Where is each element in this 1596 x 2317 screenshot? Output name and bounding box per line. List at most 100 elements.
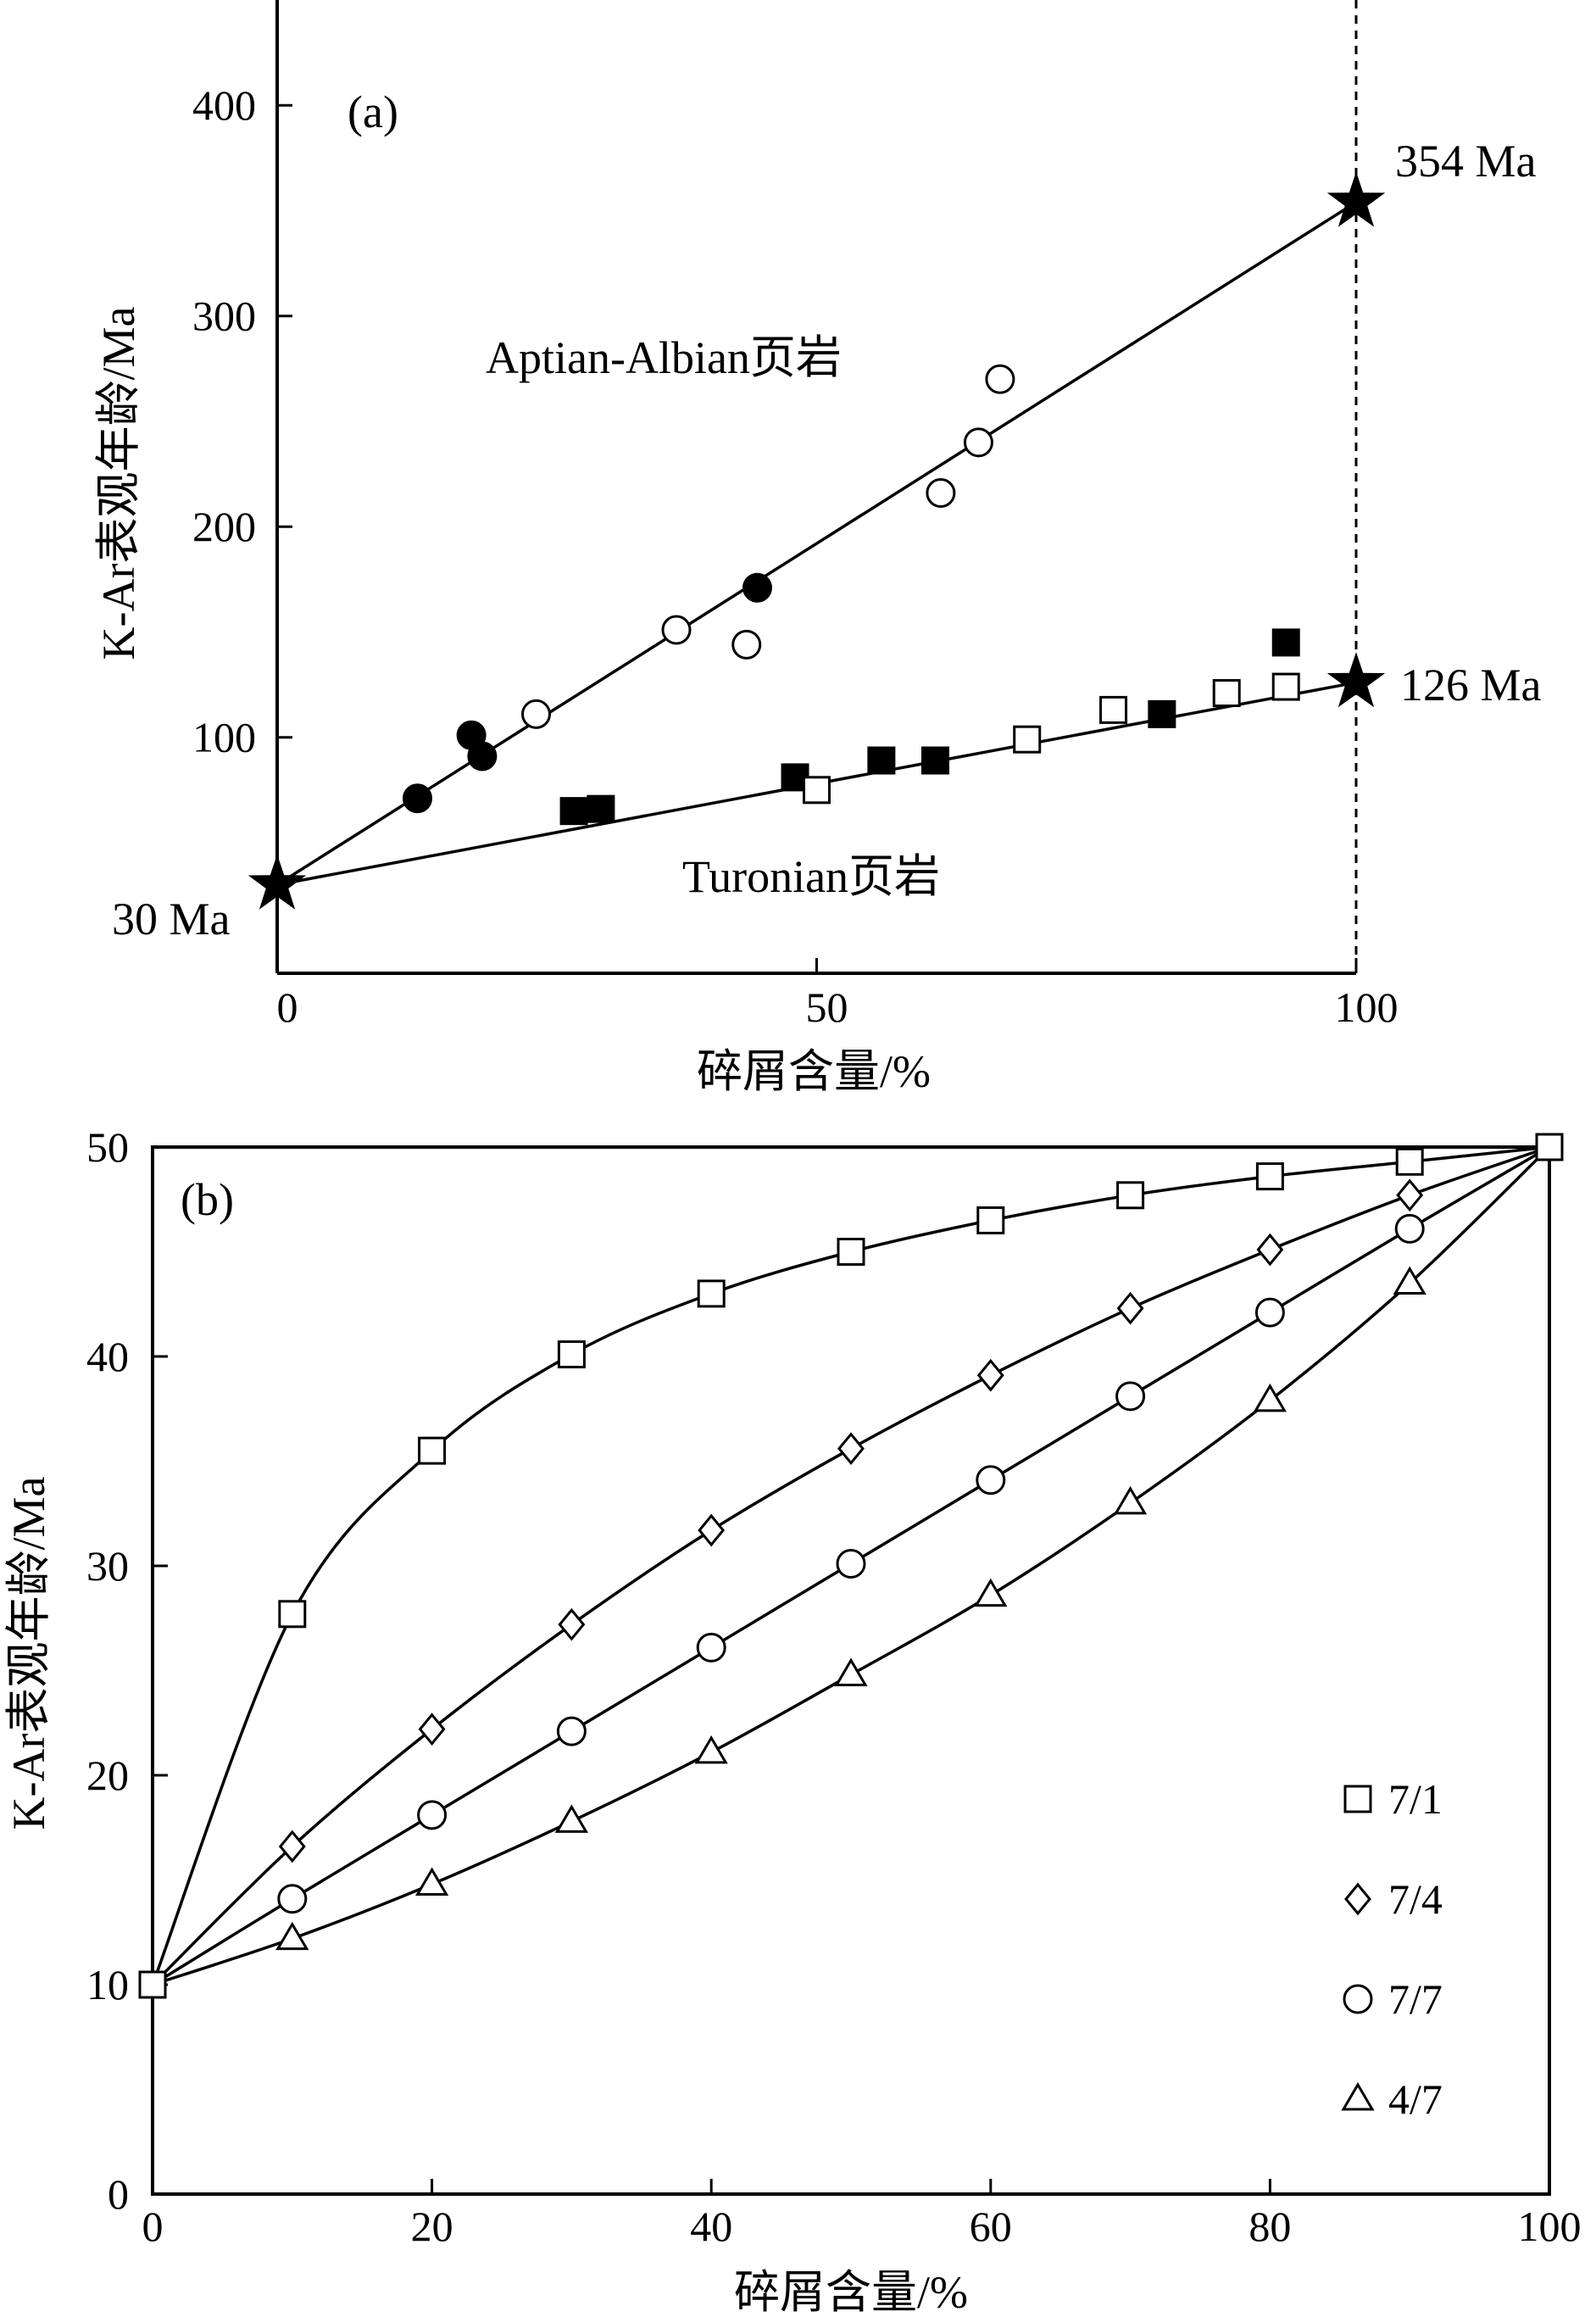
panel-a-x-ticks: 0 50 100: [275, 958, 1399, 1031]
panel-a-point: [985, 364, 1015, 394]
panel-a-point: [742, 572, 772, 603]
panel-b-point-7-4: [1396, 1178, 1424, 1212]
panel-b-point-7-7: [1394, 1213, 1425, 1244]
panel-b-point-4-7: [275, 1921, 309, 1951]
panel-b-y-tick-label: 20: [86, 1752, 129, 1799]
panel-b-x-tick-label: 40: [690, 2203, 732, 2250]
panel-b-legend-label-4-7: 4/7: [1388, 2075, 1443, 2123]
panel-a-aptian-label: Aptian-Albian页岩: [486, 332, 842, 383]
panel-b-legend-label-7-1: 7/1: [1388, 1775, 1443, 1823]
panel-b-point-7-4: [558, 1607, 586, 1641]
panel-b-point-7-7: [976, 1465, 1006, 1495]
panel-a-point: [1271, 628, 1300, 657]
panel-b-end-point: [1535, 1133, 1564, 1161]
panel-a-point: [963, 427, 993, 458]
panel-a-point: [867, 746, 896, 775]
panel-b-point-4-7: [1253, 1383, 1287, 1412]
panel-b-start-point: [138, 1970, 167, 1999]
panel-a-trend-line: [276, 201, 1357, 887]
panel-a-y-tick-label: 400: [192, 81, 256, 129]
panel-b-y-ticks: 0 10 20 30 40 50: [86, 1123, 168, 2218]
panel-b-x-tick-label: 20: [411, 2203, 453, 2250]
panel-b-y-tick-label: 0: [108, 2170, 129, 2218]
panel-a-label: (a): [348, 86, 398, 137]
panel-a-point: [587, 794, 615, 823]
panel-b-y-axis-title: K-Ar表观年龄/Ma: [3, 1477, 54, 1830]
panel-a-point: [926, 477, 956, 508]
panel-a-point: [661, 615, 692, 645]
panel-a-point: [803, 776, 831, 805]
panel-b: 0 10 20 30 40 50 0 20 40 60 80 100 7/1 7/4 7/7 4/7 (b…: [3, 1123, 1582, 2317]
panel-a-point: [1148, 699, 1176, 728]
panel-b-point-7-1: [697, 1279, 726, 1308]
panel-a-point: [467, 741, 498, 771]
panel-b-x-tick-label: 100: [1518, 2203, 1582, 2250]
panel-b-point-7-1: [278, 1600, 307, 1629]
panel-a-x-tick-label: 100: [1335, 983, 1399, 1031]
panel-b-point-7-4: [418, 1713, 446, 1746]
panel-b-point-7-7: [277, 1884, 308, 1914]
panel-a-point: [731, 629, 762, 660]
panel-b-point-7-1: [557, 1340, 586, 1369]
panel-a-y-tick-label: 100: [192, 714, 256, 761]
panel-b-point-7-1: [976, 1206, 1005, 1234]
panel-a-x-tick-label: 0: [277, 983, 298, 1031]
panel-b-legend-marker-7-7: [1343, 1984, 1373, 2014]
panel-b-point-7-7: [1115, 1381, 1146, 1412]
panel-b-x-ticks: 0 20 40 60 80 100: [142, 2179, 1582, 2250]
panel-b-label: (b): [181, 1174, 234, 1225]
panel-b-point-7-7: [696, 1632, 726, 1663]
panel-a-star: [247, 854, 307, 910]
panel-b-point-4-7: [974, 1578, 1008, 1607]
panel-b-legend-marker-4-7: [1341, 2082, 1375, 2111]
panel-b-frame: [151, 1145, 1551, 2196]
panel-a-point: [402, 783, 432, 814]
panel-b-point-7-4: [278, 1830, 306, 1863]
panel-b-legend-label-7-4: 7/4: [1388, 1875, 1443, 1923]
panel-b-point-7-4: [1116, 1291, 1144, 1325]
panel-b-curve-4-7: [152, 1145, 1551, 1986]
panel-b-point-7-7: [417, 1800, 448, 1830]
panel-b-point-7-7: [836, 1549, 866, 1579]
panel-b-point-7-4: [1256, 1233, 1284, 1267]
panel-b-points: [138, 1133, 1564, 1999]
panel-b-point-7-1: [837, 1238, 865, 1266]
panel-a-point: [1271, 672, 1300, 701]
panel-b-y-tick-label: 40: [86, 1333, 129, 1380]
panel-b-legend-marker-7-4: [1344, 1882, 1371, 1916]
panel-b-point-4-7: [694, 1735, 728, 1764]
panel-a-point: [1099, 695, 1128, 724]
panel-a-point: [521, 699, 552, 729]
panel-a-y-tick-label: 300: [192, 292, 256, 340]
panel-b-x-tick-label: 80: [1248, 2203, 1291, 2250]
panel-a-star-label-30: 30 Ma: [112, 894, 231, 944]
panel-b-point-7-1: [1255, 1162, 1284, 1191]
panel-a-stars: [247, 171, 1386, 910]
panel-b-legend-marker-7-1: [1343, 1785, 1372, 1813]
panel-b-point-7-1: [1395, 1147, 1424, 1176]
panel-a-x-axis-title: 碎屑含量/%: [697, 1046, 931, 1097]
panel-a-turonian-label: Turonian页岩: [682, 851, 940, 902]
panel-a-star: [1326, 171, 1386, 227]
panel-a-y-tick-label: 200: [192, 503, 256, 550]
panel-b-point-7-4: [837, 1432, 865, 1466]
panel-a-point: [559, 797, 588, 826]
panel-b-point-4-7: [834, 1657, 868, 1686]
panel-b-y-tick-label: 30: [86, 1542, 129, 1590]
panel-b-point-7-1: [418, 1436, 447, 1465]
panel-b-curve-7-4: [151, 1145, 1550, 1986]
panel-a-star-label-354: 354 Ma: [1395, 136, 1537, 187]
panel-b-point-7-1: [1116, 1181, 1145, 1210]
panel-a-point: [1212, 679, 1241, 708]
panel-b-point-4-7: [414, 1867, 449, 1896]
panel-b-point-4-7: [1113, 1485, 1148, 1515]
panel-b-y-tick-label: 10: [86, 1961, 129, 2008]
panel-a-y-axis-title: K-Ar表观年龄/Ma: [93, 307, 144, 660]
panel-a-star-label-126: 126 Ma: [1400, 660, 1542, 710]
panel-a-point: [1013, 725, 1042, 754]
panel-b-legend-label-7-7: 7/7: [1388, 1975, 1443, 2023]
panel-b-point-4-7: [554, 1804, 589, 1833]
panel-b-point-7-4: [976, 1358, 1004, 1392]
